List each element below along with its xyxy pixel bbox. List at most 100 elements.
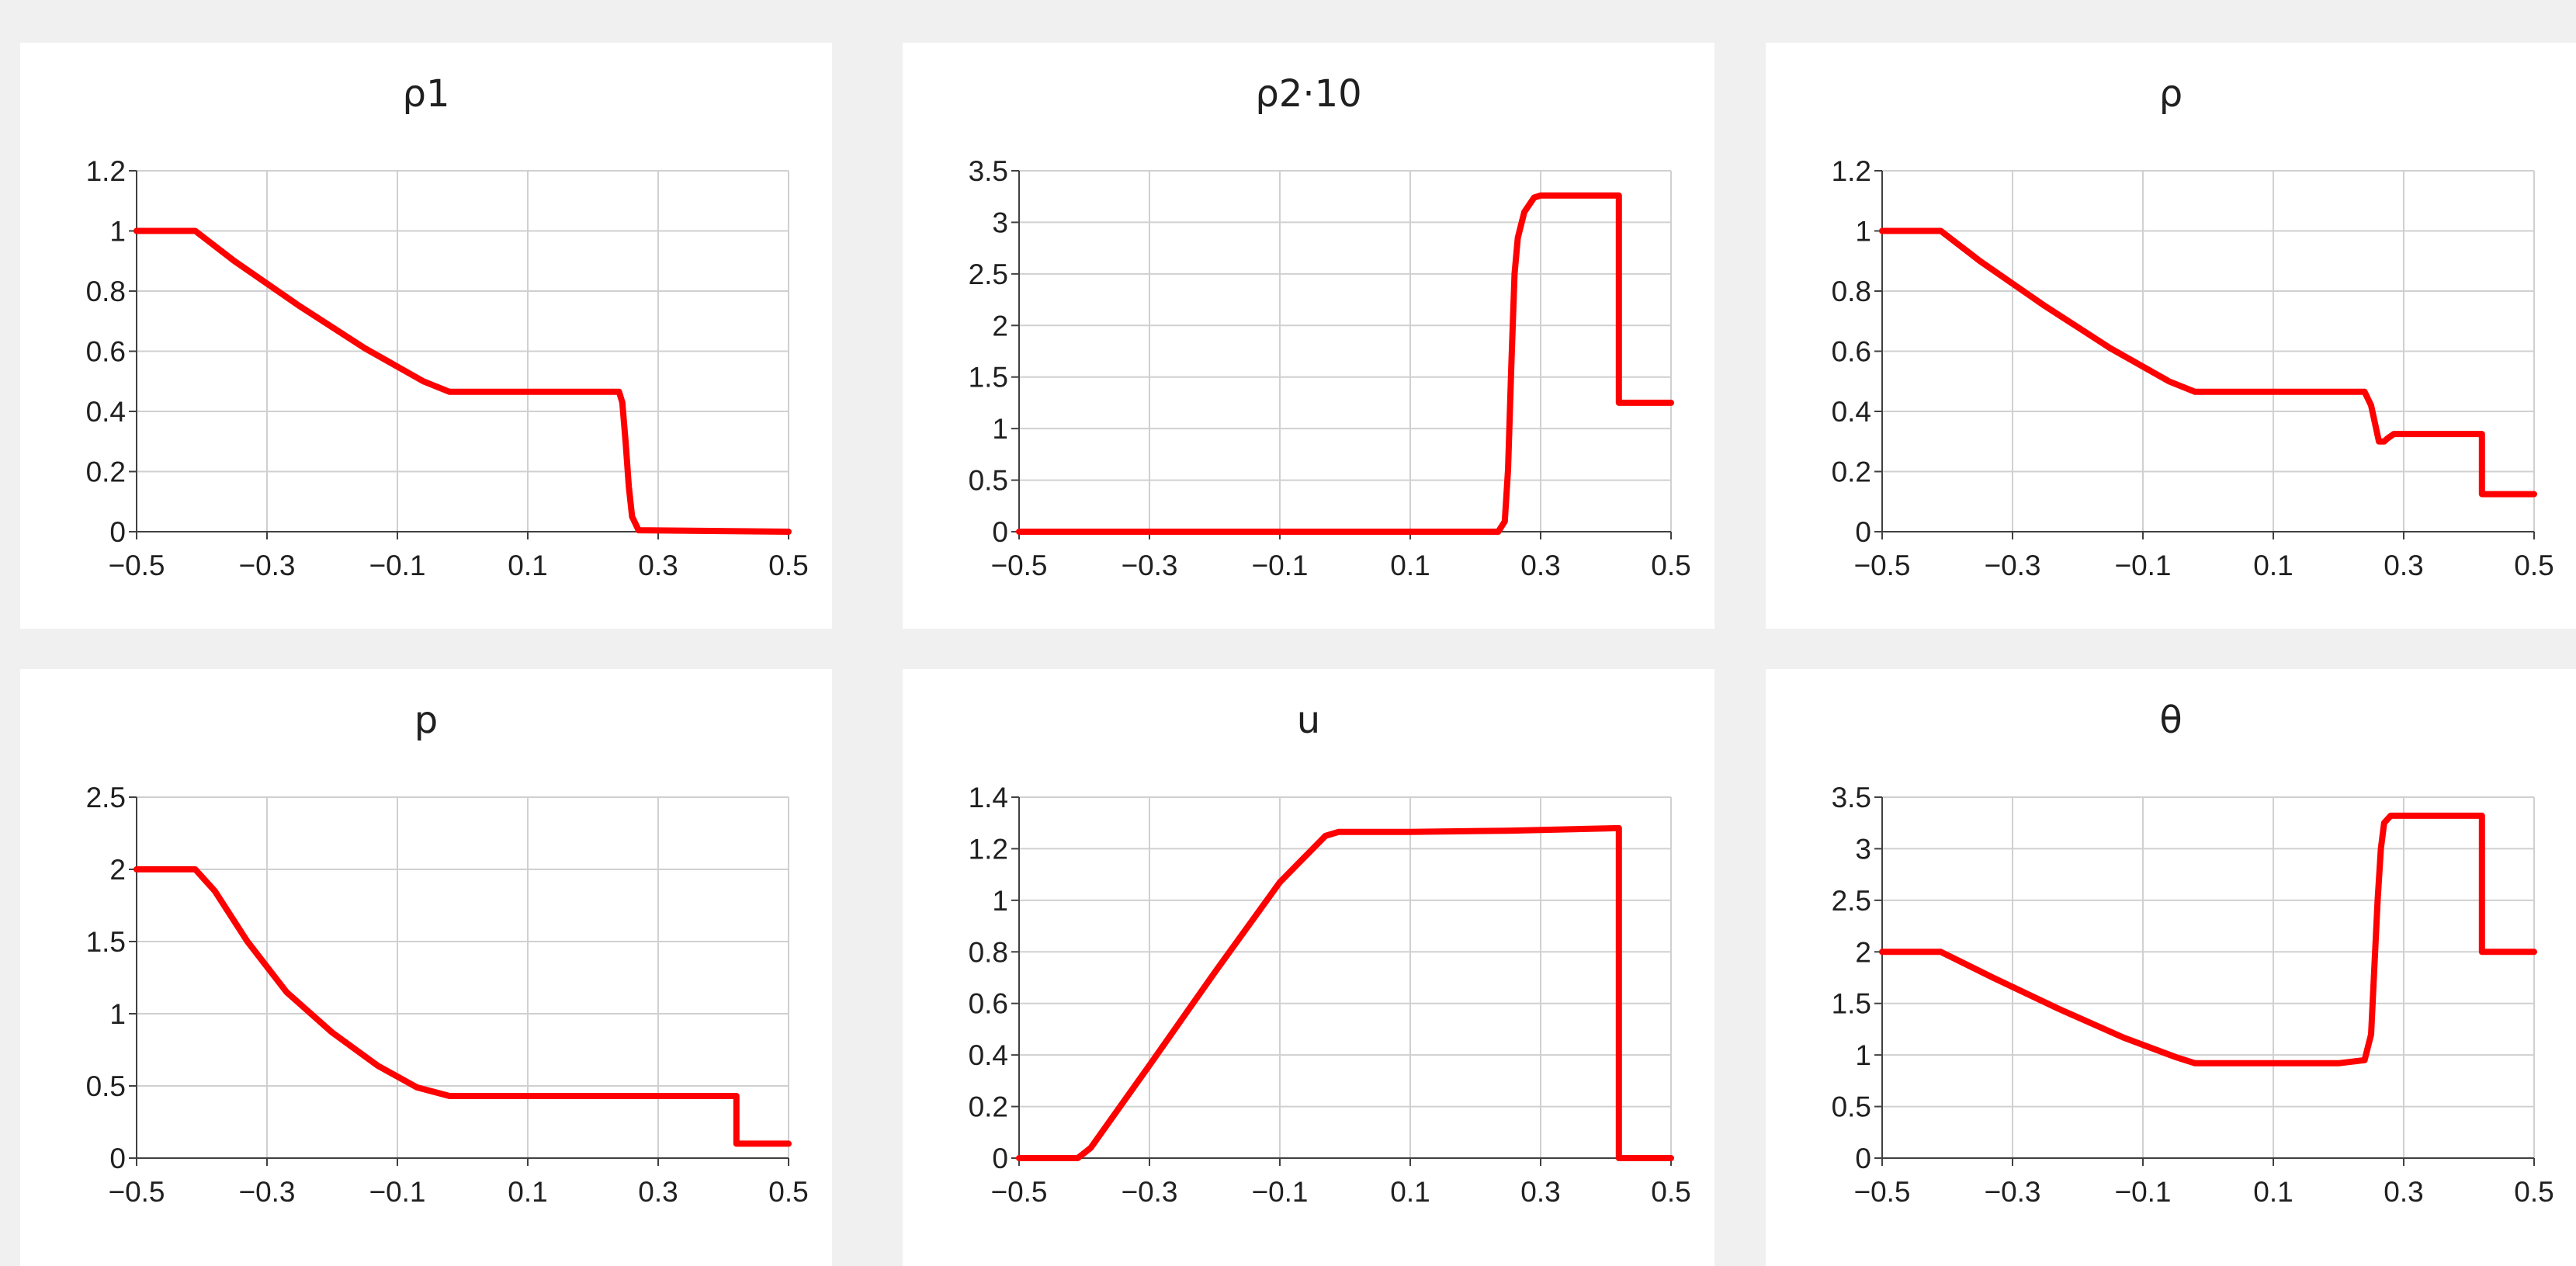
x-tick-label: 0.3 <box>1520 550 1560 581</box>
y-tick-label: 1.4 <box>969 782 1008 813</box>
series-line <box>1879 227 2537 498</box>
y-tick-label: 1.5 <box>1832 988 1871 1020</box>
y-tick-label: 0.4 <box>1832 396 1871 428</box>
y-tick-label: 1.2 <box>969 833 1008 865</box>
y-tick-label: 0.2 <box>969 1091 1008 1123</box>
x-tick-label: −0.3 <box>1121 1176 1177 1208</box>
x-tick-label: −0.5 <box>108 550 165 581</box>
x-tick-label: 0.5 <box>2514 1176 2553 1208</box>
x-tick-label: 0.5 <box>2514 550 2553 581</box>
x-tick-label: 0.1 <box>508 1176 547 1208</box>
chart-title: u <box>1296 699 1321 742</box>
y-tick-label: 0.2 <box>1832 456 1871 488</box>
series-line-reference <box>1882 230 2534 496</box>
chart-panel-rho1: ρ1 −0.5 −0.3 −0.1 0.1 0.3 0.5 0 0.2 0.4 0.6 0.8 1 1.… <box>20 43 832 629</box>
y-tick-label: 2.5 <box>1832 885 1871 917</box>
chart-panel-theta: θ −0.5 −0.3 −0.1 0.1 0.3 0.5 0 0.5 1 1.5 2 2.5 3 3.5 <box>1766 669 2576 1266</box>
x-tick-label: −0.5 <box>1853 550 1910 581</box>
series-line <box>1016 192 1674 535</box>
series-line-reference <box>1882 814 2534 1065</box>
chart-title: p <box>414 699 439 742</box>
y-tick-label: 0.5 <box>1832 1091 1871 1123</box>
y-tick-label: 1.5 <box>86 926 126 958</box>
y-tick-label: 0 <box>992 516 1008 548</box>
x-tick-label: −0.3 <box>1984 1176 2040 1208</box>
chart-rho: −0.5 −0.3 −0.1 0.1 0.3 0.5 0 0.2 0.4 0.6 0.8 1 1.2 <box>1832 155 2554 581</box>
y-tick-label: 2 <box>109 854 126 886</box>
chart-u: −0.5 −0.3 −0.1 0.1 0.3 0.5 0 0.2 0.4 0.6 0.8 1 1.2 1.… <box>969 782 1691 1208</box>
y-tick-label: 1 <box>1855 1039 1871 1071</box>
x-tick-label: 0.5 <box>1651 550 1690 581</box>
y-tick-label: 0.6 <box>1832 336 1871 368</box>
chart-panel-rho: ρ −0.5 −0.3 −0.1 0.1 0.3 0.5 0 0.2 0.4 0.6 0.8 1 1.2 <box>1766 43 2576 629</box>
series-line <box>133 227 792 535</box>
series-line-reference <box>137 868 789 1145</box>
x-tick-label: 0.3 <box>2384 1176 2423 1208</box>
x-tick-label: −0.3 <box>238 1176 295 1208</box>
chart-p: −0.5 −0.3 −0.1 0.1 0.3 0.5 0 0.5 1 1.5 2 2.5 <box>86 782 809 1208</box>
x-tick-label: −0.1 <box>2114 550 2171 581</box>
y-tick-label: 1 <box>109 216 126 248</box>
x-tick-label: 0.5 <box>1651 1176 1690 1208</box>
y-tick-label: 0 <box>1855 1143 1871 1174</box>
y-tick-label: 2.5 <box>86 782 126 813</box>
chart-title: ρ2·10 <box>1255 72 1362 116</box>
y-tick-label: 1 <box>992 413 1008 445</box>
x-tick-label: −0.5 <box>990 550 1047 581</box>
x-tick-label: 0.3 <box>1520 1176 1560 1208</box>
y-tick-label: 1.5 <box>969 362 1008 394</box>
x-tick-label: −0.3 <box>1984 550 2040 581</box>
y-tick-label: 1.2 <box>1832 155 1871 187</box>
x-tick-label: −0.3 <box>1121 550 1177 581</box>
y-tick-label: 0.6 <box>969 988 1008 1020</box>
chart-title: ρ <box>2158 72 2183 116</box>
y-tick-label: 1.2 <box>86 155 126 187</box>
y-tick-label: 3 <box>992 206 1008 238</box>
y-tick-label: 0.8 <box>1832 276 1871 307</box>
series-line <box>1879 812 2537 1067</box>
y-tick-label: 0.5 <box>86 1070 126 1102</box>
y-tick-label: 3.5 <box>1832 782 1871 813</box>
y-tick-label: 0.6 <box>86 336 126 368</box>
x-tick-label: 0.3 <box>638 1176 678 1208</box>
series-line-reference <box>137 230 789 533</box>
chart-theta: −0.5 −0.3 −0.1 0.1 0.3 0.5 0 0.5 1 1.5 2 2.5 3 3.5 <box>1832 782 2554 1208</box>
x-tick-label: −0.5 <box>1853 1176 1910 1208</box>
x-tick-label: −0.3 <box>238 550 295 581</box>
y-tick-label: 0.8 <box>969 936 1008 968</box>
series-line <box>133 866 792 1147</box>
y-tick-label: 0.2 <box>86 456 126 488</box>
y-tick-label: 1 <box>109 998 126 1030</box>
x-tick-label: −0.1 <box>1251 550 1308 581</box>
x-tick-label: −0.1 <box>369 550 425 581</box>
chart-panel-rho2: ρ2·10 −0.5 −0.3 −0.1 0.1 0.3 0.5 0 0.5 1 1.5 2 2.5 3… <box>903 43 1714 629</box>
y-tick-label: 3 <box>1855 833 1871 865</box>
chart-rho1: −0.5 −0.3 −0.1 0.1 0.3 0.5 0 0.2 0.4 0.6 0.8 1 1.2 <box>86 155 809 581</box>
x-tick-label: 0.1 <box>1390 1176 1430 1208</box>
x-tick-label: −0.1 <box>369 1176 425 1208</box>
y-tick-label: 2.5 <box>969 258 1008 290</box>
chart-title: θ <box>2159 699 2182 742</box>
y-tick-label: 1 <box>1855 216 1871 248</box>
chart-title: ρ1 <box>402 72 450 116</box>
x-tick-label: 0.1 <box>2253 550 2293 581</box>
x-tick-label: 0.3 <box>638 550 678 581</box>
x-tick-label: 0.1 <box>508 550 547 581</box>
x-tick-label: 0.5 <box>768 1176 808 1208</box>
series-line <box>1016 824 1674 1161</box>
y-tick-label: 0 <box>1855 516 1871 548</box>
y-tick-label: 0.4 <box>86 396 126 428</box>
x-tick-label: 0.5 <box>768 550 808 581</box>
y-tick-label: 0 <box>109 1143 126 1174</box>
x-tick-label: −0.5 <box>990 1176 1047 1208</box>
x-tick-label: 0.3 <box>2384 550 2423 581</box>
x-tick-label: −0.1 <box>1251 1176 1308 1208</box>
y-tick-label: 1 <box>992 885 1008 917</box>
y-tick-label: 0.8 <box>86 276 126 307</box>
y-tick-label: 0.4 <box>969 1039 1008 1071</box>
y-tick-label: 2 <box>1855 936 1871 968</box>
y-tick-label: 2 <box>992 310 1008 342</box>
y-tick-label: 0 <box>992 1143 1008 1174</box>
x-tick-label: −0.5 <box>108 1176 165 1208</box>
y-tick-label: 3.5 <box>969 155 1008 187</box>
